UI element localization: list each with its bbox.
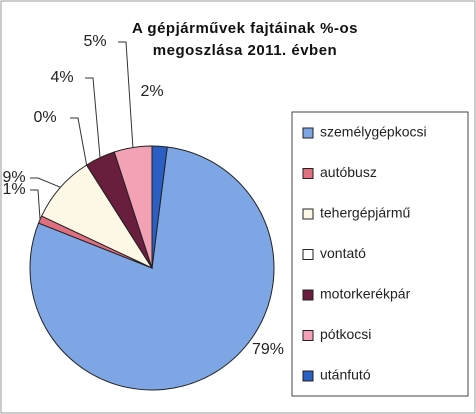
legend-label: motorkerékpár (320, 286, 411, 302)
leader-line (85, 77, 101, 158)
leader-line (30, 177, 61, 188)
leader-line (70, 117, 88, 166)
legend-swatch (302, 370, 314, 382)
legend-label: tehergépjármű (320, 205, 410, 221)
pie-slice (151, 145, 168, 269)
data-label: 2% (140, 83, 163, 100)
legend-swatch (302, 289, 314, 301)
legend-label: utánfutó (320, 367, 371, 383)
legend-label: személygépkocsi (320, 124, 427, 140)
legend-swatch (302, 330, 314, 341)
legend-swatch (302, 249, 314, 260)
legend-swatch (302, 168, 314, 179)
legend-label: pótkocsi (320, 326, 371, 342)
legend-swatch (302, 208, 314, 220)
leader-line (30, 189, 41, 220)
data-label: 0% (33, 109, 56, 126)
leader-line (118, 41, 134, 148)
data-label: 79% (252, 341, 284, 358)
data-label: 9% (2, 169, 25, 186)
data-label: 4% (50, 69, 73, 86)
legend-label: vontató (320, 245, 366, 261)
legend-box (291, 111, 469, 397)
legend-swatch (302, 127, 314, 139)
legend-label: autóbusz (320, 164, 377, 180)
data-label: 5% (83, 33, 106, 50)
chart-title: A gépjárművek fajtáinak %-os megoszlása … (131, 20, 358, 59)
data-label: 1% (2, 181, 25, 198)
